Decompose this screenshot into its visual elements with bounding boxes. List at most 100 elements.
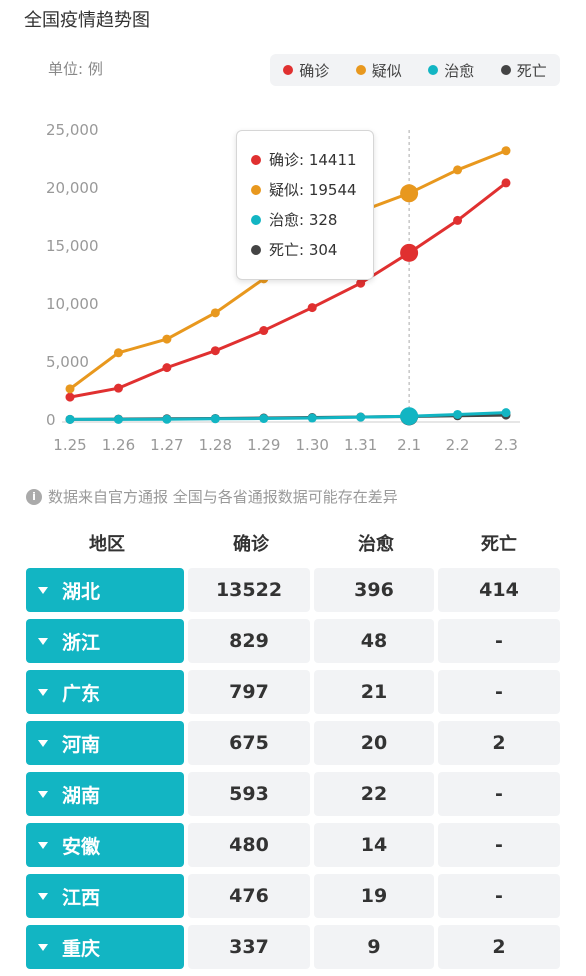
data-point [162,414,172,424]
data-point [65,384,75,394]
legend-dot-icon [355,65,366,75]
x-tick-label: 2.2 [446,436,470,454]
region-name: 广东 [62,682,101,705]
legend-dot-icon [500,65,511,75]
region-toggle-button[interactable]: 安徽 [26,823,184,867]
legend-item-suspected[interactable]: 疑似 [355,60,402,81]
region-toggle-button[interactable]: 广东 [26,670,184,714]
region-name: 江西 [62,886,101,909]
dead-cell: 2 [438,721,560,765]
cured-cell: 396 [314,568,434,612]
dead-cell: 414 [438,568,560,612]
data-point [113,383,123,393]
confirmed-cell: 476 [188,874,310,918]
tooltip-row-dead: 死亡: 304 [251,239,337,260]
table-row[interactable]: 浙江 829 48- [26,619,560,663]
table-row[interactable]: 湖北 13522 396 414 [26,568,560,612]
x-tick-label: 1.29 [247,436,280,454]
table-row[interactable]: 广东 797 21- [26,670,560,714]
y-tick-label: 25,000 [46,121,99,139]
data-point [356,412,366,422]
confirmed-cell: 797 [188,670,310,714]
region-toggle-button[interactable]: 浙江 [26,619,184,663]
x-tick-label: 1.30 [296,436,329,454]
region-name: 安徽 [62,835,101,858]
caret-down-icon [38,790,48,798]
x-tick-label: 1.27 [150,436,183,454]
legend-item-confirmed[interactable]: 确诊 [283,60,329,81]
tooltip-series-name: 确诊 [269,151,300,169]
tooltip-value: 19544 [308,181,357,199]
table-row[interactable]: 湖南 593 22- [26,772,560,816]
data-point [501,178,511,188]
x-tick-label: 1.26 [102,436,135,454]
legend-item-dead[interactable]: 死亡 [500,60,547,81]
y-tick-label: 0 [46,411,56,429]
caret-down-icon [38,739,48,747]
page-title: 全国疫情趋势图 [24,10,150,31]
region-name: 河南 [62,733,101,756]
cured-cell: 9 [314,925,434,969]
cured-cell: 48 [314,619,434,663]
region-toggle-button[interactable]: 湖南 [26,772,184,816]
region-toggle-button[interactable]: 江西 [26,874,184,918]
table-row[interactable]: 安徽 480 14- [26,823,560,867]
series-line [69,411,507,421]
x-tick-label: 2.3 [494,436,518,454]
note-text: 数据来自官方通报 全国与各省通报数据可能存在差异 [48,488,398,506]
data-point [210,414,220,424]
data-point [259,414,269,424]
legend-item-cured[interactable]: 治愈 [428,60,474,81]
region-name: 浙江 [62,631,101,654]
unit-label: 单位: 例 [48,60,103,78]
trend-chart[interactable]: 0 5,000 10,000 15,000 20,000 25,000 1.25 1.26 1.… [0,110,586,460]
x-tick-label: 1.31 [344,436,377,454]
region-toggle-button[interactable]: 河南 [26,721,184,765]
data-point [162,334,172,344]
region-table: 地区 确诊 治愈 死亡 湖北 13522 396 414 浙江 829 48- 广东 797 21… [26,528,560,976]
confirmed-cell: 480 [188,823,310,867]
table-row[interactable]: 江西 476 19- [26,874,560,918]
cured-cell: 14 [314,823,434,867]
x-tick-label: 2.1 [397,436,421,454]
legend-label: 死亡 [516,61,547,80]
cured-cell: 21 [314,670,434,714]
tooltip-dot-icon [251,214,261,225]
y-tick-label: 15,000 [46,237,99,255]
series-line [69,181,507,399]
caret-down-icon [38,841,48,849]
cured-cell: 20 [314,721,434,765]
table-body: 湖北 13522 396 414 浙江 829 48- 广东 797 21 - 河南 675 20 2 湖南 5… [26,568,560,969]
data-source-note: i 数据来自官方通报 全国与各省通报数据可能存在差异 [26,486,398,507]
table-row[interactable]: 河南 675 20 2 [26,721,560,765]
data-point [307,303,317,313]
y-tick-label: 20,000 [46,179,99,197]
region-name: 湖南 [62,784,101,807]
data-point [400,407,419,426]
tooltip-row-confirmed: 确诊: 14411 [251,149,357,170]
tooltip-value: 14411 [308,151,357,169]
dead-cell: - [438,823,560,867]
data-point [113,414,123,424]
confirmed-cell: 13522 [188,568,310,612]
info-icon: i [26,488,42,505]
table-row[interactable]: 重庆 337 9 2 [26,925,560,969]
chart-legend: 确诊 疑似 治愈 死亡 [270,54,560,86]
data-point [65,392,75,402]
x-tick-label: 1.28 [199,436,232,454]
region-toggle-button[interactable]: 重庆 [26,925,184,969]
tooltip-row-cured: 治愈: 328 [251,209,337,230]
data-point [210,308,220,318]
data-point [162,363,172,373]
data-point [453,409,463,419]
tooltip-dot-icon [251,184,261,195]
data-point [210,346,220,356]
tooltip-row-suspected: 疑似: 19544 [251,179,357,200]
data-point [307,413,317,423]
region-toggle-button[interactable]: 湖北 [26,568,184,612]
confirmed-cell: 337 [188,925,310,969]
region-name: 湖北 [62,580,101,603]
caret-down-icon [38,637,48,645]
confirmed-cell: 593 [188,772,310,816]
data-point [453,215,463,225]
